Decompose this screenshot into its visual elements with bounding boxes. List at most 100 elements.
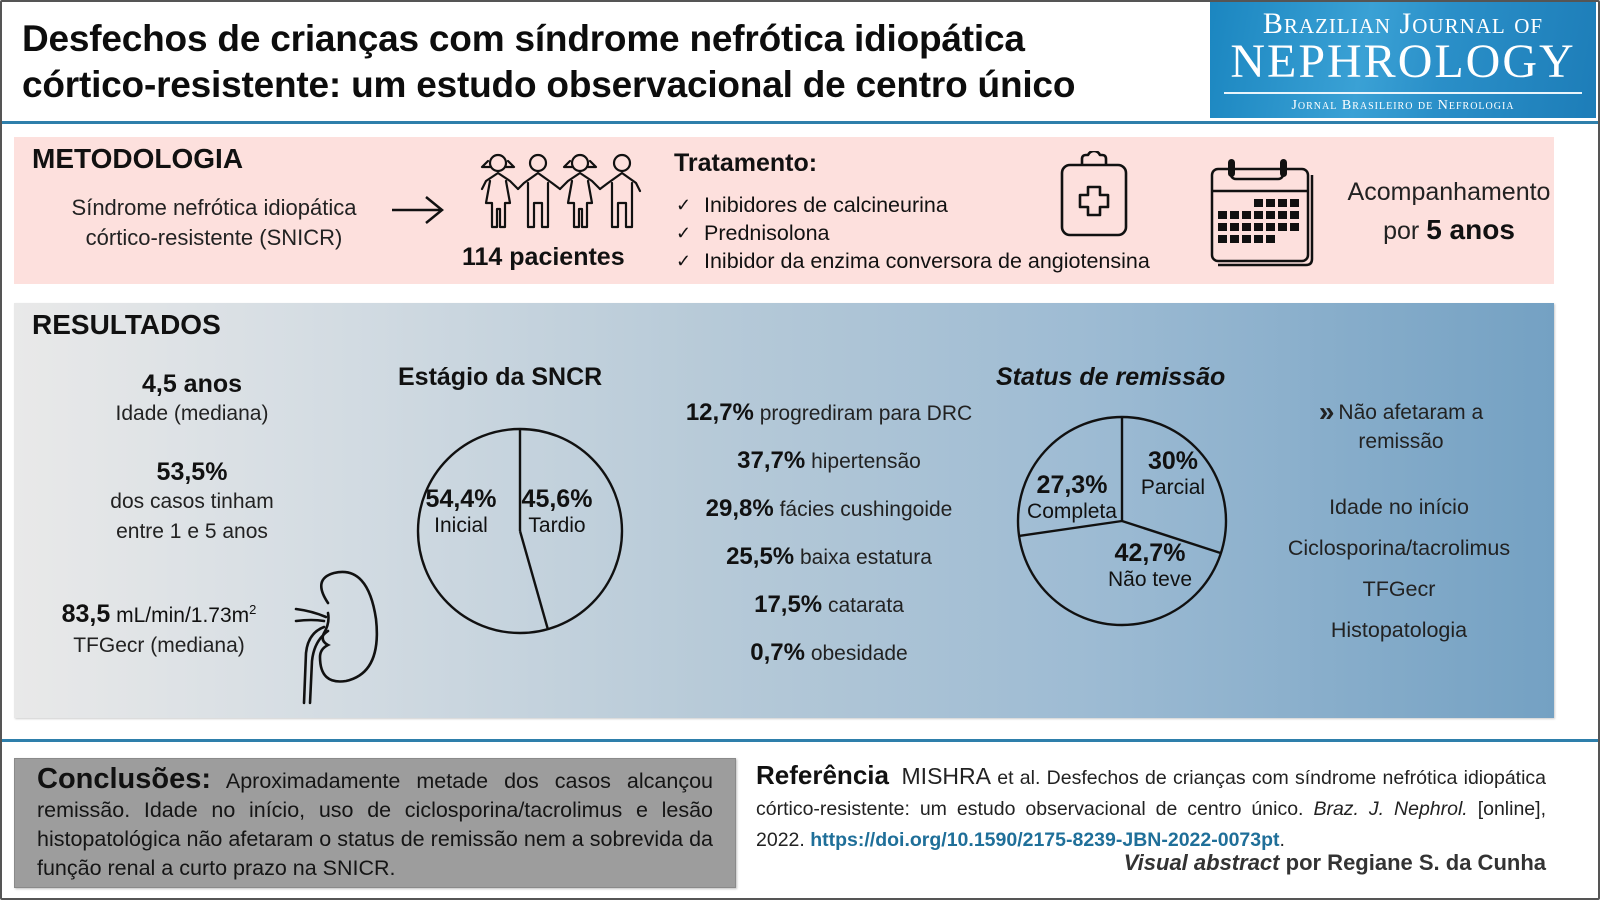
metodologia-heading: METODOLOGIA <box>32 143 244 174</box>
outcome-pct: 12,7% <box>685 399 754 426</box>
treatment-label: Inibidores de calcineurina <box>704 193 948 217</box>
condition-line-2: córtico-resistente (SNICR) <box>85 225 343 250</box>
no-effect-title: » Não afetaram a remissão <box>1276 397 1526 456</box>
calendar-icon <box>1210 159 1314 267</box>
no-effect-item: Idade no início <box>1329 495 1469 519</box>
pie-category-completa: Completa <box>1027 500 1117 523</box>
pie-slice-boundary-inicial <box>518 530 549 630</box>
patient-count: 114 pacientes <box>462 243 625 271</box>
logo-rule <box>1224 92 1582 94</box>
condition-description: Síndrome nefrótica idiopática córtico-re… <box>54 193 374 253</box>
outcome-label: hipertensão <box>811 450 921 473</box>
outcome-label: obesidade <box>810 642 908 665</box>
outcome-label: fácies cushingoide <box>779 498 953 521</box>
condition-line-1: Síndrome nefrótica idiopática <box>71 195 357 220</box>
pie-value-parcial: 30% <box>1147 447 1199 475</box>
pie-chart-remission <box>1016 415 1228 627</box>
outcome-label: progrediram para DRC <box>759 402 973 425</box>
outcome-item: 29,8% fácies cushingoide <box>654 485 1004 533</box>
children-icon <box>480 153 642 229</box>
pie-value-tardio: 45,6% <box>521 485 593 513</box>
reference-online: [online], 2022. <box>756 798 1546 851</box>
logo-line-3: Jornal Brasileiro de Nefrologia <box>1291 98 1515 113</box>
conclusions-box: Conclusões: Aproximadamente metade dos c… <box>14 758 736 888</box>
arrow-right-icon <box>392 196 444 224</box>
outcome-label: catarata <box>828 594 904 617</box>
pie-label-completa: 27,3% Completa <box>1024 471 1120 525</box>
checkmark-icon: ✓ <box>676 251 692 271</box>
followup-line-2: por 5 anos <box>1324 211 1574 250</box>
journal-logo: Brazilian Journal of NEPHROLOGY Jornal B… <box>1210 2 1596 118</box>
header-divider <box>2 121 1598 124</box>
followup-line-1: Acompanhamento <box>1347 178 1551 206</box>
reference-label: Referência <box>756 760 889 790</box>
treatment-item: ✓ Prednisolona <box>676 219 1150 247</box>
pie-label-parcial: 30% Parcial <box>1130 447 1216 501</box>
conclusions-text: Aproximadamente metade dos casos alcanço… <box>37 769 713 880</box>
no-effect-title-line-2: remissão <box>1358 430 1444 453</box>
followup-prefix: por <box>1383 217 1420 245</box>
outcome-pct: 17,5% <box>754 591 823 618</box>
outcome-item: 17,5% catarata <box>654 581 1004 629</box>
treatment-item: ✓ Inibidor da enzima conversora de angiot… <box>676 247 1150 275</box>
pie-value-inicial: 54,4% <box>425 485 497 513</box>
age-stat: 4,5 anos Idade (mediana) <box>82 369 302 429</box>
pie-category-tardio: Tardio <box>528 514 586 537</box>
age-range-stat: 53,5% dos casos tinham entre 1 e 5 anos <box>82 457 302 547</box>
gfr-unit-exponent: 2 <box>249 602 257 617</box>
followup-text: Acompanhamento por 5 anos <box>1324 173 1574 250</box>
gfr-value-line: 83,5 mL/min/1.73m2 <box>34 595 284 631</box>
age-range-label-2: entre 1 e 5 anos <box>116 520 268 543</box>
medical-clipboard-icon <box>1060 151 1128 237</box>
checkmark-icon: ✓ <box>676 195 692 215</box>
checkmark-icon: ✓ <box>676 223 692 243</box>
conclusions-label: Conclusões: <box>37 763 212 795</box>
metodologia-panel: METODOLOGIA Síndrome nefrótica idiopátic… <box>14 137 1554 284</box>
pie-slice-boundary-não-teve <box>1121 519 1222 555</box>
pie-chart-stage <box>416 427 624 635</box>
double-chevron-right-icon: » <box>1318 396 1335 427</box>
pie-label-inicial: 54,4% Inicial <box>420 485 502 539</box>
pie-label-nao-teve: 42,7% Não teve <box>1102 539 1198 593</box>
followup-duration: 5 anos <box>1426 214 1515 245</box>
page-title: Desfechos de crianças com síndrome nefró… <box>22 16 1182 108</box>
outcome-item: 37,7% hipertensão <box>654 437 1004 485</box>
reference-text: et al. Desfechos de crianças com síndrom… <box>756 767 1547 820</box>
outcome-item: 12,7% progrediram para DRC <box>654 389 1004 437</box>
logo-line-2: NEPHROLOGY <box>1230 35 1576 88</box>
reference-journal: Braz. J. Nephrol. <box>1313 798 1468 820</box>
reference-block: Referência MISHRA et al. Desfechos de cr… <box>756 760 1546 856</box>
reference-author: MISHRA <box>901 763 991 789</box>
doi-link[interactable]: https://doi.org/10.1590/2175-8239-JBN-20… <box>810 829 1280 851</box>
no-effect-title-line-1: » Não afetaram a <box>1276 397 1526 427</box>
gfr-stat: 83,5 mL/min/1.73m2 TFGecr (mediana) <box>34 595 284 661</box>
age-label: Idade (mediana) <box>115 402 269 425</box>
outcomes-list: 12,7% progrediram para DRC 37,7% hiperte… <box>654 389 1004 677</box>
gfr-unit: mL/min/1.73m <box>116 604 250 627</box>
no-effect-item: Histopatologia <box>1330 618 1468 642</box>
pie-category-nao-teve: Não teve <box>1107 568 1193 591</box>
pie-category-inicial: Inicial <box>434 514 488 537</box>
treatment-item: ✓ Inibidores de calcineurina <box>676 191 1150 219</box>
footer-divider <box>2 739 1598 742</box>
no-effect-title-text: Não afetaram a <box>1338 401 1484 424</box>
logo-line-1: Brazilian Journal of <box>1262 7 1544 40</box>
pie-label-tardio: 45,6% Tardio <box>516 485 598 539</box>
outcome-pct: 25,5% <box>726 543 795 570</box>
outcome-item: 25,5% baixa estatura <box>654 533 1004 581</box>
credit-italic: Visual abstract <box>1123 850 1280 875</box>
pie-category-parcial: Parcial <box>1140 476 1206 499</box>
chart-title-stage: Estágio da SNCR <box>398 363 603 391</box>
credit-author: por Regiane S. da Cunha <box>1285 850 1546 875</box>
treatment-label: Inibidor da enzima conversora de angiote… <box>704 249 1150 273</box>
treatment-label: Prednisolona <box>704 221 830 245</box>
outcome-pct: 37,7% <box>737 447 806 474</box>
pie-value-completa: 27,3% <box>1036 471 1108 499</box>
outcome-item: 0,7% obesidade <box>654 629 1004 677</box>
gfr-value: 83,5 <box>61 600 111 628</box>
no-effect-list: Idade no início Ciclosporina/tacrolimus … <box>1264 487 1534 651</box>
resultados-heading: RESULTADOS <box>32 309 221 340</box>
outcome-pct: 29,8% <box>705 495 774 522</box>
gfr-label: TFGecr (mediana) <box>73 634 245 657</box>
